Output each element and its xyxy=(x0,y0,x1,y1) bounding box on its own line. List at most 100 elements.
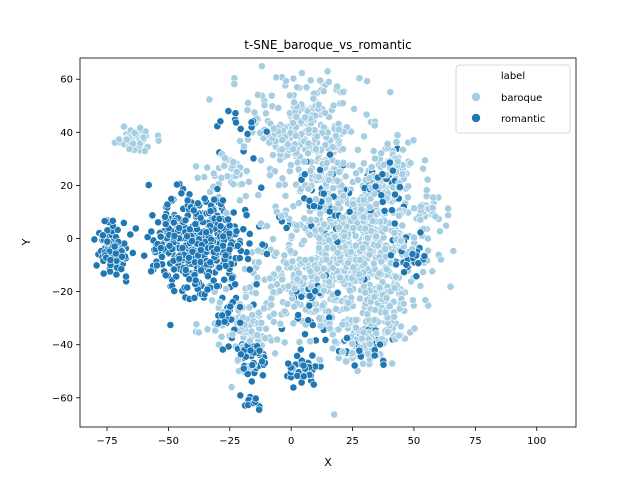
data-point-baroque xyxy=(340,232,349,241)
data-point-baroque xyxy=(319,264,328,273)
data-point-romantic xyxy=(154,218,162,227)
x-tick-label: 75 xyxy=(469,436,482,447)
data-point-romantic xyxy=(251,394,260,403)
data-point-baroque xyxy=(288,119,297,127)
data-point-baroque xyxy=(290,98,298,107)
data-point-baroque xyxy=(293,275,302,284)
data-point-romantic xyxy=(293,351,301,360)
data-point-baroque xyxy=(227,383,236,392)
data-point-romantic xyxy=(402,260,411,269)
data-point-baroque xyxy=(217,173,226,182)
y-tick-label: 0 xyxy=(67,234,73,245)
data-point-baroque xyxy=(286,246,295,255)
data-point-romantic xyxy=(92,261,101,270)
data-point-baroque xyxy=(293,83,301,92)
x-tick-label: 25 xyxy=(346,436,359,447)
data-point-romantic xyxy=(414,259,423,268)
data-point-romantic xyxy=(215,214,224,223)
data-point-baroque xyxy=(335,223,343,232)
data-point-baroque xyxy=(342,357,350,366)
data-point-baroque xyxy=(381,308,390,317)
data-point-romantic xyxy=(206,258,215,267)
data-point-baroque xyxy=(315,243,323,252)
data-point-baroque xyxy=(316,76,325,85)
data-point-baroque xyxy=(374,241,382,250)
data-point-romantic xyxy=(140,251,149,260)
data-point-baroque xyxy=(269,151,277,159)
data-point-baroque xyxy=(287,231,296,240)
data-point-baroque xyxy=(344,298,353,307)
data-point-romantic xyxy=(257,183,266,192)
data-point-romantic xyxy=(235,254,244,262)
data-point-baroque xyxy=(239,142,248,151)
data-point-baroque xyxy=(289,145,297,153)
data-point-romantic xyxy=(262,127,271,136)
data-point-baroque xyxy=(251,289,260,297)
data-point-romantic xyxy=(239,364,248,373)
data-point-romantic xyxy=(103,237,112,246)
data-point-baroque xyxy=(370,315,379,324)
data-point-baroque xyxy=(324,195,333,204)
data-point-baroque xyxy=(416,215,425,224)
data-point-baroque xyxy=(375,283,384,292)
data-point-baroque xyxy=(289,74,298,83)
data-point-romantic xyxy=(183,232,191,241)
data-point-baroque xyxy=(319,272,328,281)
data-point-baroque xyxy=(282,77,290,85)
data-point-baroque xyxy=(304,149,312,158)
data-point-romantic xyxy=(224,215,232,224)
data-point-baroque xyxy=(215,298,224,307)
data-point-romantic xyxy=(203,285,212,294)
data-point-baroque xyxy=(339,158,348,167)
data-point-baroque xyxy=(339,192,348,200)
data-point-baroque xyxy=(330,337,339,346)
data-point-romantic xyxy=(333,288,342,297)
data-point-baroque xyxy=(270,167,279,176)
data-point-baroque xyxy=(209,169,218,178)
data-point-romantic xyxy=(118,252,126,261)
data-point-romantic xyxy=(200,194,209,203)
data-point-baroque xyxy=(344,258,352,267)
data-point-baroque xyxy=(302,83,311,92)
y-tick-label: 60 xyxy=(60,75,73,86)
data-point-romantic xyxy=(379,360,388,369)
data-point-baroque xyxy=(377,257,386,266)
data-point-romantic xyxy=(219,241,227,250)
data-point-romantic xyxy=(170,265,178,274)
data-point-romantic xyxy=(408,250,417,258)
data-point-romantic xyxy=(158,252,166,261)
data-point-romantic xyxy=(309,202,318,210)
data-point-baroque xyxy=(444,204,452,213)
data-point-baroque xyxy=(369,147,378,155)
data-point-baroque xyxy=(372,232,381,241)
data-point-baroque xyxy=(329,101,338,110)
data-point-baroque xyxy=(265,274,274,283)
data-point-romantic xyxy=(231,109,240,118)
data-point-baroque xyxy=(370,121,379,130)
data-point-baroque xyxy=(382,294,391,302)
data-point-baroque xyxy=(194,328,203,337)
data-point-baroque xyxy=(359,159,368,168)
data-point-romantic xyxy=(216,222,225,231)
data-point-romantic xyxy=(293,371,302,380)
data-point-romantic xyxy=(249,154,258,163)
data-point-baroque xyxy=(245,336,254,345)
data-point-baroque xyxy=(280,307,289,316)
data-point-romantic xyxy=(126,230,135,239)
data-point-romantic xyxy=(392,260,400,269)
data-point-romantic xyxy=(161,212,169,221)
data-point-baroque xyxy=(338,347,347,356)
data-point-baroque xyxy=(306,166,315,175)
data-point-romantic xyxy=(244,255,252,263)
data-point-baroque xyxy=(289,319,298,328)
data-point-romantic xyxy=(173,180,181,189)
data-point-baroque xyxy=(244,177,253,186)
data-point-baroque xyxy=(278,136,287,144)
data-point-romantic xyxy=(178,244,187,252)
legend-box xyxy=(455,64,571,134)
data-point-baroque xyxy=(351,241,360,250)
data-point-baroque xyxy=(205,95,214,104)
data-point-romantic xyxy=(215,263,224,272)
data-point-baroque xyxy=(236,136,244,145)
data-point-baroque xyxy=(241,192,250,201)
